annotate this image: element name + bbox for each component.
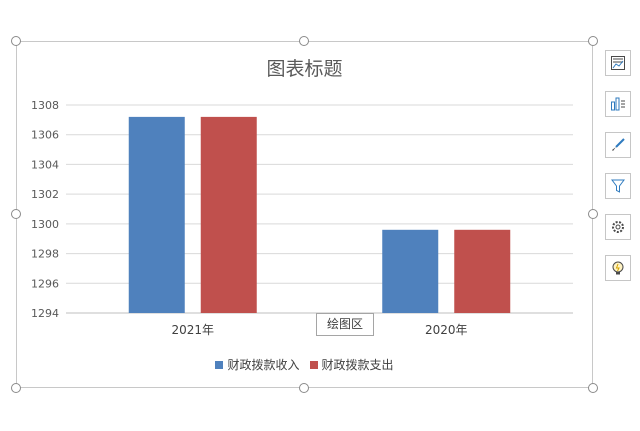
legend-swatch-expense: [309, 360, 318, 369]
resize-handle-bottom-right[interactable]: [588, 383, 598, 393]
bar[interactable]: [454, 229, 511, 313]
legend-item-income[interactable]: 财政拨款收入: [215, 356, 300, 373]
bar[interactable]: [200, 116, 257, 313]
settings-button[interactable]: [605, 214, 631, 240]
legend[interactable]: 财政拨款收入 财政拨款支出: [16, 356, 593, 373]
chart-style-icon: [611, 97, 625, 111]
y-tick-label: 1300: [31, 218, 59, 231]
resize-handle-left[interactable]: [11, 209, 21, 219]
resize-handle-bottom-left[interactable]: [11, 383, 21, 393]
y-tick-label: 1308: [31, 99, 59, 112]
brush-icon: [612, 138, 625, 151]
x-tick-label: 2020年: [425, 323, 468, 337]
y-tick-label: 1294: [31, 307, 59, 320]
legend-label-expense: 财政拨款支出: [321, 358, 394, 372]
settings-icon: [612, 221, 624, 233]
bar[interactable]: [382, 229, 439, 313]
y-tick-label: 1298: [31, 248, 59, 261]
y-tick-label: 1296: [31, 277, 59, 290]
resize-handle-bottom[interactable]: [299, 383, 309, 393]
idea-icon: [612, 261, 624, 275]
idea-button[interactable]: [605, 255, 631, 281]
chart-elements-button[interactable]: [605, 50, 631, 76]
brush-button[interactable]: [605, 132, 631, 158]
chart-elements-icon: [611, 56, 625, 70]
resize-handle-top[interactable]: [299, 36, 309, 46]
chart-title[interactable]: 图表标题: [266, 58, 343, 80]
resize-handle-top-right[interactable]: [588, 36, 598, 46]
filter-button[interactable]: [605, 173, 631, 199]
legend-item-expense[interactable]: 财政拨款支出: [309, 356, 394, 373]
y-tick-label: 1306: [31, 129, 59, 142]
bar[interactable]: [128, 116, 185, 313]
resize-handle-right[interactable]: [588, 209, 598, 219]
y-tick-label: 1304: [31, 158, 59, 171]
y-tick-label: 1302: [31, 188, 59, 201]
filter-icon: [611, 179, 625, 193]
chart-side-toolbar: [605, 50, 633, 296]
legend-label-income: 财政拨款收入: [227, 358, 300, 372]
legend-swatch-income: [215, 360, 224, 369]
plot-area-tooltip: 绘图区: [316, 313, 374, 336]
x-tick-label: 2021年: [171, 323, 214, 337]
chart-style-button[interactable]: [605, 91, 631, 117]
resize-handle-top-left[interactable]: [11, 36, 21, 46]
